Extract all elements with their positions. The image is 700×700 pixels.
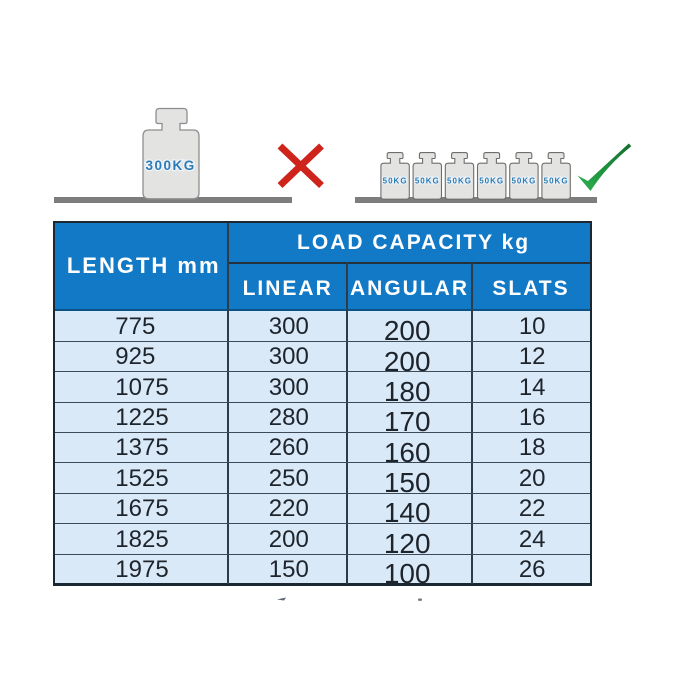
svg-text:300KG: 300KG [145, 158, 195, 173]
svg-text:50KG: 50KG [479, 177, 504, 186]
svg-text:50KG: 50KG [544, 177, 569, 186]
svg-text:50KG: 50KG [383, 177, 408, 186]
svg-text:50KG: 50KG [544, 177, 569, 186]
svg-text:50KG: 50KG [511, 177, 536, 186]
svg-text:50KG: 50KG [447, 177, 472, 186]
svg-text:50KG: 50KG [415, 177, 440, 186]
svg-text:50KG: 50KG [415, 177, 440, 186]
svg-text:50KG: 50KG [511, 177, 536, 186]
svg-text:50KG: 50KG [383, 177, 408, 186]
svg-text:50KG: 50KG [479, 177, 504, 186]
svg-text:50KG: 50KG [447, 177, 472, 186]
svg-text:300KG: 300KG [145, 158, 195, 173]
